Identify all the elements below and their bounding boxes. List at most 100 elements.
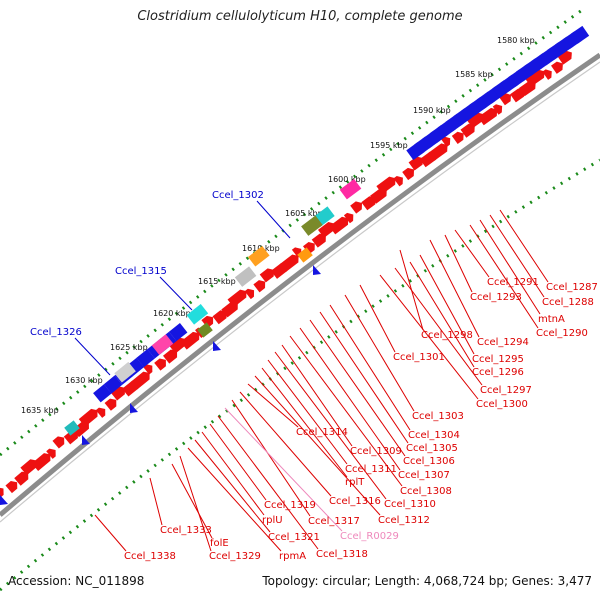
genome-summary: Topology: circular; Length: 4,068,724 bp… xyxy=(262,574,592,588)
gene-label-inner[interactable]: Ccel_1317 xyxy=(308,516,360,527)
gene-label-inner[interactable]: Ccel_1291 xyxy=(487,277,539,288)
gene-label-inner[interactable]: Ccel_1297 xyxy=(480,385,532,396)
gene-label-inner[interactable]: Ccel_1301 xyxy=(393,352,445,363)
forward-gene-arrow xyxy=(163,349,178,364)
gene-label-inner[interactable]: Ccel_1300 xyxy=(476,399,528,410)
gene-label-inner[interactable]: Ccel_1316 xyxy=(329,496,381,507)
forward-gene-arrow xyxy=(402,167,415,181)
gene-label-inner[interactable]: Ccel_R0029 xyxy=(340,531,399,542)
feature-block xyxy=(114,361,136,383)
forward-gene-arrow xyxy=(78,408,98,427)
forward-gene-arrow xyxy=(311,233,326,248)
gene-label-inner[interactable]: rplT xyxy=(345,477,365,488)
gene-label-inner[interactable]: Ccel_1305 xyxy=(406,443,458,454)
gene-label-outer[interactable]: Ccel_1315 xyxy=(115,266,167,277)
gene-label-inner[interactable]: Ccel_1294 xyxy=(477,337,529,348)
forward-gene-arrow xyxy=(460,123,475,138)
forward-gene-arrow xyxy=(440,136,451,147)
gene-label-inner[interactable]: Ccel_1306 xyxy=(403,456,455,467)
gene-label-inner[interactable]: Ccel_1311 xyxy=(345,464,397,475)
outer-feature-block xyxy=(297,247,313,263)
gene-label-inner[interactable]: Ccel_1314 xyxy=(296,427,348,438)
gene-label-inner[interactable]: Ccel_1304 xyxy=(408,430,460,441)
scale-tick-label: 1580 kbp xyxy=(497,36,535,45)
leader-line xyxy=(179,455,212,552)
gene-label-inner[interactable]: rplU xyxy=(262,515,283,526)
leader-line xyxy=(274,351,387,500)
leader-line xyxy=(256,200,291,239)
gene-label-inner[interactable]: rpmA xyxy=(279,551,306,562)
gene-label-outer[interactable]: Ccel_1326 xyxy=(30,327,82,338)
reverse-gene-block xyxy=(570,25,590,44)
leader-line xyxy=(209,423,267,501)
forward-gene-arrow xyxy=(130,371,150,390)
scale-tick-label: 1605 kbp xyxy=(285,209,323,218)
map-title: Clostridium cellulolyticum H10, complete… xyxy=(137,9,463,24)
feature-block xyxy=(248,246,270,267)
gene-label-inner[interactable]: Ccel_1293 xyxy=(470,292,522,303)
leader-line xyxy=(489,214,545,298)
gene-label-inner[interactable]: Ccel_1333 xyxy=(160,525,212,536)
forward-gene-arrow xyxy=(542,69,552,80)
gene-label-inner[interactable]: mtnA xyxy=(538,314,565,325)
gene-label-inner[interactable]: Ccel_1329 xyxy=(209,551,261,562)
leader-line xyxy=(217,415,319,550)
gene-label-inner[interactable]: Ccel_1319 xyxy=(264,500,316,511)
scale-tick-label: 1635 kbp xyxy=(21,406,59,415)
leader-line xyxy=(267,359,348,465)
forward-gene-arrow xyxy=(302,242,315,255)
gene-label-inner[interactable]: Ccel_1321 xyxy=(268,532,320,543)
leader-line xyxy=(149,477,163,526)
gene-label-inner[interactable]: Ccel_1290 xyxy=(536,328,588,339)
leader-line xyxy=(254,375,381,516)
leader-line xyxy=(261,367,348,478)
forward-gene-arrow xyxy=(376,176,396,195)
leader-line xyxy=(171,463,213,539)
forward-gene-arrow xyxy=(343,212,354,224)
leader-line xyxy=(309,319,406,457)
leader-line xyxy=(281,344,353,447)
gene-label-inner[interactable]: Ccel_1303 xyxy=(412,411,464,422)
gene-label-inner[interactable]: Ccel_1287 xyxy=(546,282,598,293)
scale-tick-label: 1625 kbp xyxy=(110,343,148,352)
gene-label-inner[interactable]: Ccel_1296 xyxy=(472,367,524,378)
outer-gene-marker xyxy=(213,341,221,351)
reverse-gene-block xyxy=(168,323,188,342)
gene-label-inner[interactable]: Ccel_1307 xyxy=(398,470,450,481)
gene-label-outer[interactable]: Ccel_1302 xyxy=(212,190,264,201)
scale-tick-label: 1615 kbp xyxy=(198,277,236,286)
forward-gene-arrow xyxy=(31,453,51,472)
forward-gene-arrow xyxy=(14,471,29,486)
forward-gene-arrow xyxy=(350,201,363,214)
forward-gene-arrow xyxy=(393,175,403,187)
leader-line xyxy=(194,439,271,533)
forward-gene-arrow xyxy=(227,289,247,308)
gene-label-inner[interactable]: Ccel_1309 xyxy=(350,446,402,457)
gene-label-inner[interactable]: folE xyxy=(210,538,229,549)
outer-gene-marker xyxy=(130,403,138,413)
scale-tick-label: 1600 kbp xyxy=(328,175,366,184)
leader-line xyxy=(344,294,415,412)
gene-label-inner[interactable]: Ccel_1308 xyxy=(400,486,452,497)
gene-label-inner[interactable]: Ccel_1310 xyxy=(384,499,436,510)
leader-line xyxy=(454,229,490,278)
leader-line xyxy=(299,327,401,471)
accession-label: Accession: NC_011898 xyxy=(8,574,145,588)
gene-label-inner[interactable]: Ccel_1338 xyxy=(124,551,176,562)
leader-line xyxy=(239,391,332,497)
reverse-gene-block xyxy=(93,384,112,403)
gene-label-inner[interactable]: Ccel_1295 xyxy=(472,354,524,365)
feature-block xyxy=(151,334,174,355)
gene-label-inner[interactable]: Ccel_1318 xyxy=(316,549,368,560)
outer-gene-marker xyxy=(0,495,8,505)
forward-gene-arrow xyxy=(329,216,349,235)
gene-label-inner[interactable]: Ccel_1312 xyxy=(378,515,430,526)
forward-gene-arrow xyxy=(52,436,65,449)
gene-label-inner[interactable]: Ccel_1298 xyxy=(421,330,473,341)
gene-label-inner[interactable]: Ccel_1288 xyxy=(542,297,594,308)
outer-feature-block xyxy=(64,420,80,436)
reverse-gene-block xyxy=(136,349,155,368)
leader-line xyxy=(187,447,282,552)
reverse-strand-genes xyxy=(0,25,590,505)
